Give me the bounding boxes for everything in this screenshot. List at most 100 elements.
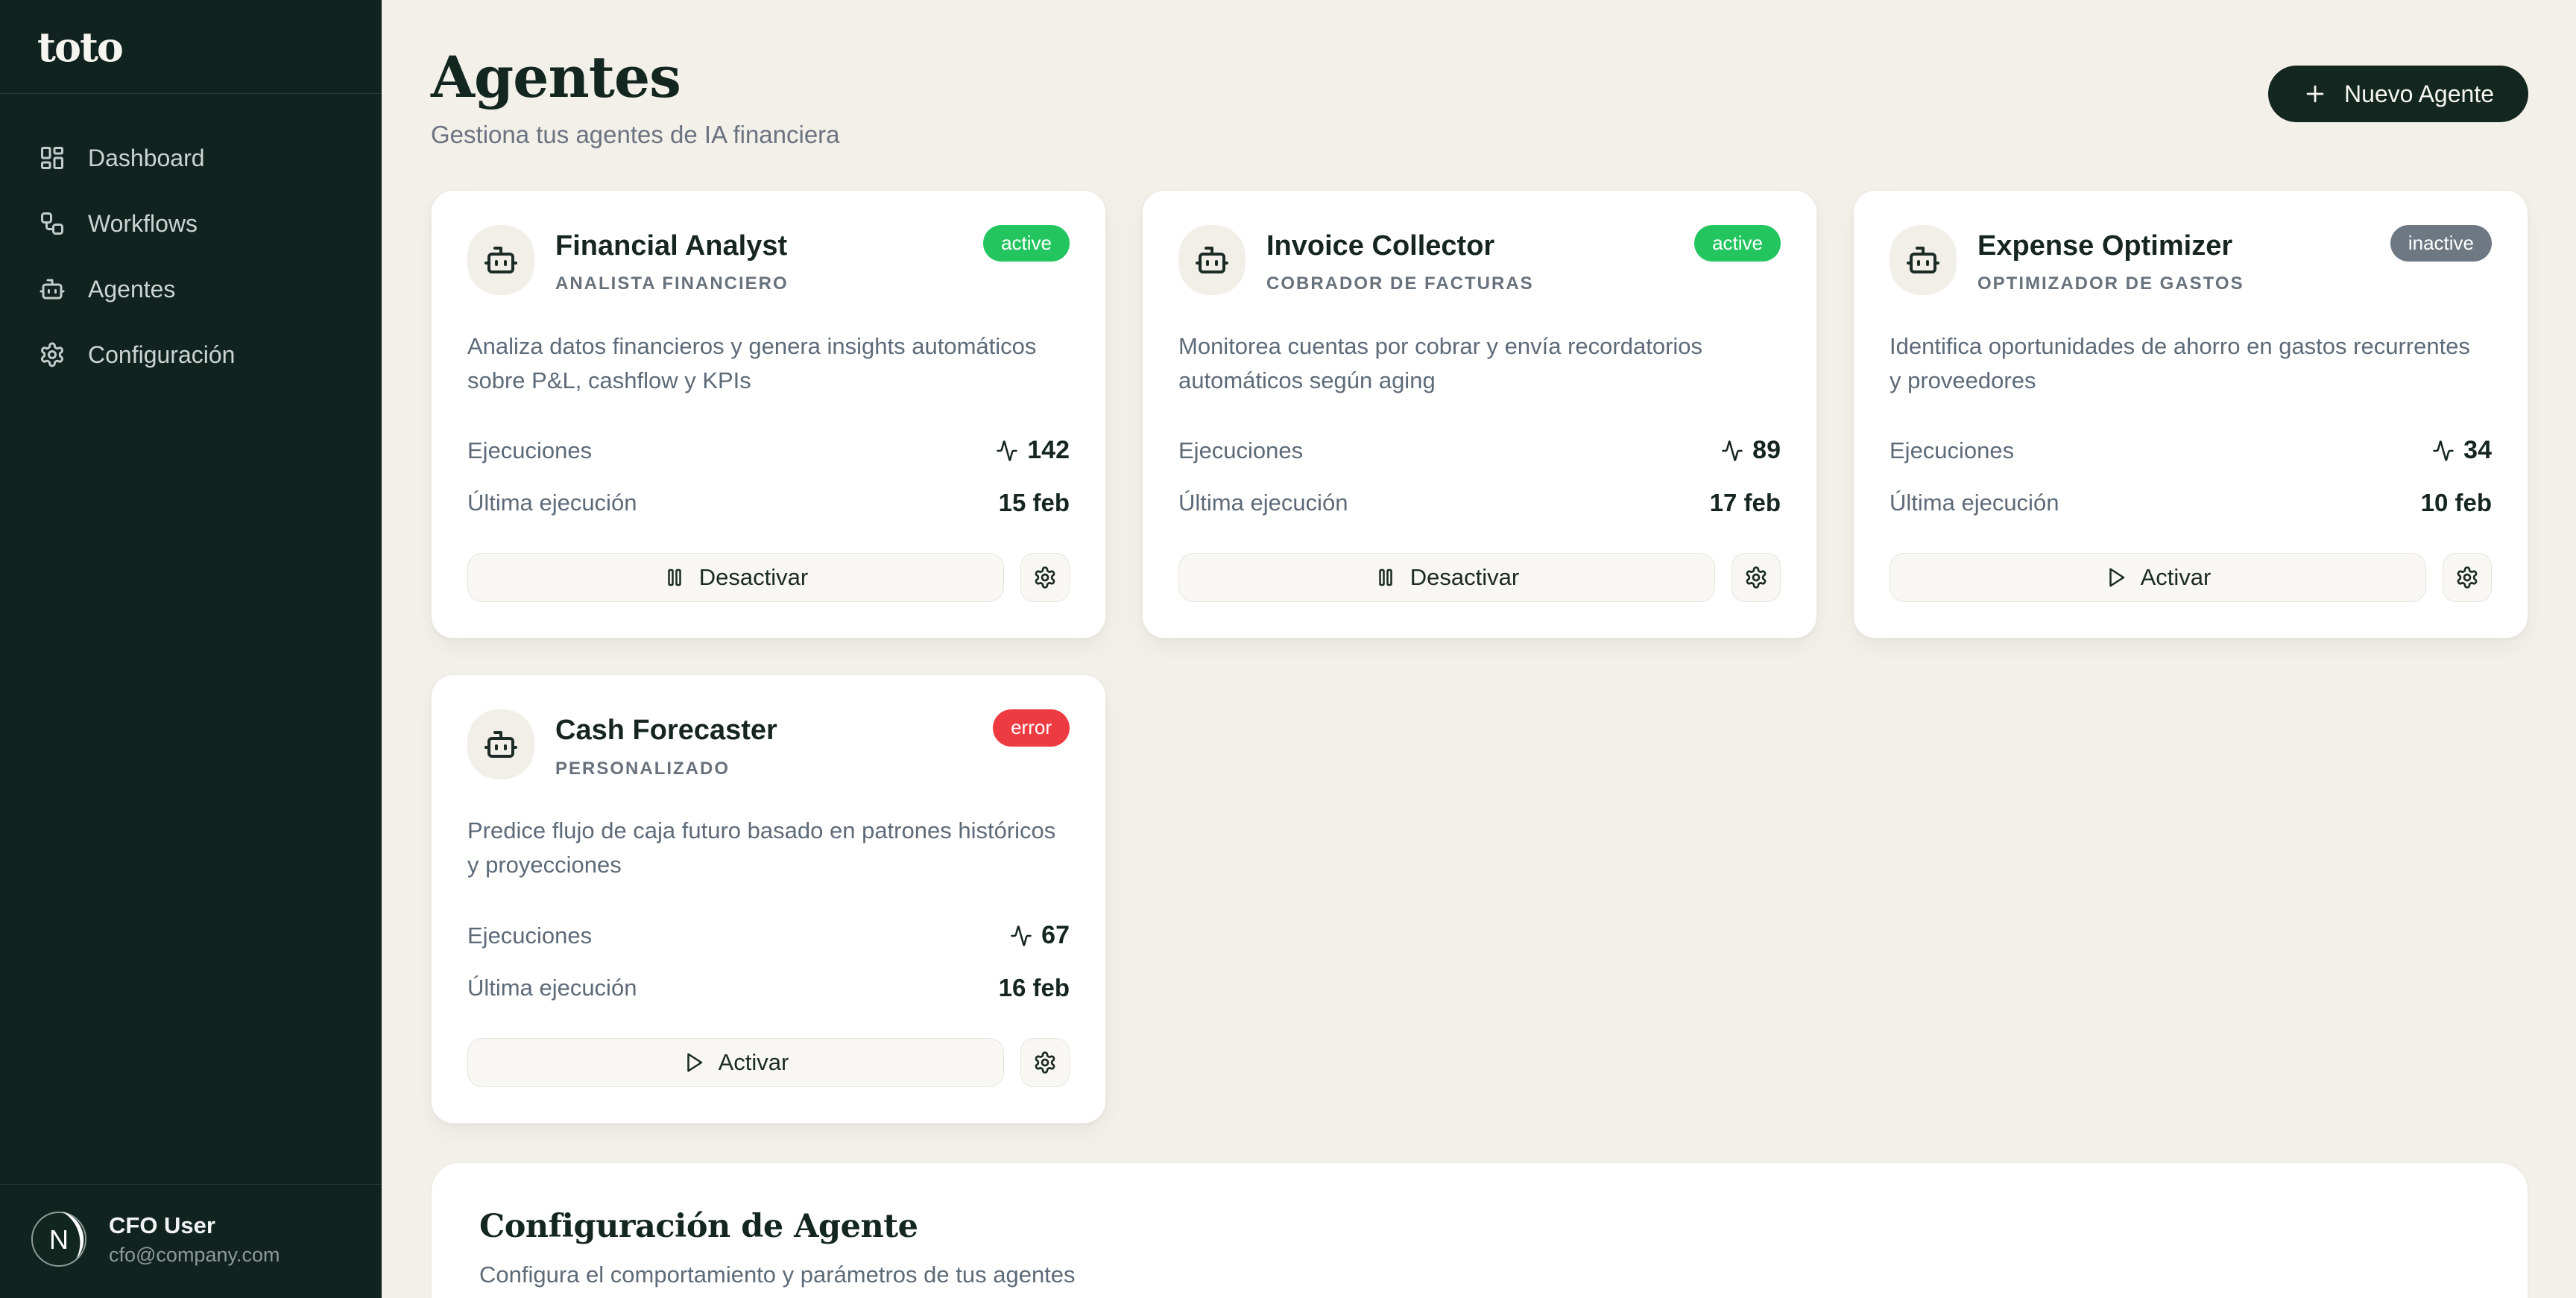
- gear-icon: [39, 341, 66, 368]
- agent-stats: Ejecuciones 89 Última ejecución 17 feb: [1178, 436, 1781, 517]
- plus-icon: [2302, 81, 2328, 107]
- executions-label: Ejecuciones: [467, 922, 593, 949]
- toggle-agent-button-label: Activar: [2140, 564, 2212, 591]
- last-execution-value: 15 feb: [998, 489, 1070, 517]
- agent-card-cash-forecaster: Cash Forecaster PERSONALIZADO error Pred…: [431, 674, 1106, 1124]
- workflow-icon: [39, 210, 66, 237]
- gear-icon: [1033, 1051, 1057, 1074]
- activity-icon: [1010, 925, 1032, 947]
- agent-description: Predice flujo de caja futuro basado en p…: [467, 817, 1056, 878]
- last-execution-label: Última ejecución: [1178, 490, 1348, 516]
- sidebar-nav: Dashboard Workflows Agentes Configuració…: [0, 94, 382, 387]
- agent-description: Analiza datos financieros y genera insig…: [467, 332, 1037, 393]
- logo: toto: [0, 0, 382, 94]
- page-title: Agentes: [431, 44, 681, 110]
- sidebar-item-configuracion[interactable]: Configuración: [19, 322, 362, 387]
- avatar: N: [30, 1210, 88, 1268]
- user-email: cfo@company.com: [109, 1244, 280, 1267]
- executions-label: Ejecuciones: [1890, 437, 2015, 463]
- toggle-agent-button-label: Desactivar: [698, 564, 809, 591]
- sidebar-item-label: Agentes: [88, 275, 176, 303]
- bot-icon: [467, 224, 534, 295]
- toggle-agent-button-label: Activar: [718, 1049, 789, 1076]
- last-execution-label: Última ejecución: [1890, 490, 2059, 516]
- executions-value: 142: [1027, 436, 1070, 465]
- sidebar-item-agentes[interactable]: Agentes: [19, 256, 362, 322]
- agent-name: Invoice Collector: [1266, 229, 1495, 262]
- layout-dashboard-icon: [39, 145, 66, 171]
- toggle-agent-button-label: Desactivar: [1409, 564, 1520, 591]
- play-icon: [683, 1051, 705, 1074]
- agent-settings-button[interactable]: [1020, 1038, 1070, 1088]
- last-execution-value: 16 feb: [998, 974, 1070, 1002]
- main-content: Agentes Gestiona tus agentes de IA finan…: [382, 0, 2576, 1298]
- agent-type: COBRADOR DE FACTURAS: [1266, 273, 1534, 294]
- status-badge: active: [983, 224, 1070, 262]
- executions-label: Ejecuciones: [1178, 437, 1304, 463]
- activity-icon: [2432, 440, 2455, 462]
- config-panel-subtitle: Configura el comportamiento y parámetros…: [479, 1261, 1076, 1288]
- agents-grid: Financial Analyst ANALISTA FINANCIERO ac…: [431, 189, 2528, 1124]
- gear-icon: [1744, 566, 1768, 589]
- executions-value: 34: [2463, 436, 2492, 465]
- bot-icon: [467, 709, 534, 780]
- user-profile[interactable]: N CFO User cfo@company.com: [0, 1184, 382, 1298]
- agent-stats: Ejecuciones 142 Última ejecución 15 feb: [467, 436, 1070, 517]
- last-execution-label: Última ejecución: [467, 490, 637, 516]
- last-execution-value: 10 feb: [2420, 489, 2492, 517]
- last-execution-label: Última ejecución: [467, 975, 637, 1001]
- user-name: CFO User: [109, 1212, 215, 1238]
- agent-type: ANALISTA FINANCIERO: [555, 273, 789, 294]
- new-agent-button-label: Nuevo Agente: [2343, 80, 2494, 107]
- brand-logo-text: toto: [37, 22, 124, 71]
- agent-description: Monitorea cuentas por cobrar y envía rec…: [1178, 332, 1703, 393]
- agent-settings-button[interactable]: [1731, 553, 1781, 603]
- executions-value: 89: [1752, 436, 1781, 465]
- gear-icon: [1033, 566, 1057, 589]
- agent-stats: Ejecuciones 34 Última ejecución 10 feb: [1890, 436, 2492, 517]
- executions-label: Ejecuciones: [467, 437, 593, 463]
- status-badge: error: [993, 709, 1070, 747]
- toggle-agent-button[interactable]: Desactivar: [1178, 553, 1715, 603]
- activity-icon: [996, 440, 1018, 462]
- sidebar-item-label: Configuración: [88, 341, 236, 368]
- status-badge: inactive: [2390, 224, 2492, 262]
- agent-card-financial-analyst: Financial Analyst ANALISTA FINANCIERO ac…: [431, 189, 1106, 639]
- agent-type: OPTIMIZADOR DE GASTOS: [1977, 273, 2244, 294]
- sidebar-item-workflows[interactable]: Workflows: [19, 191, 362, 256]
- bot-icon: [1890, 224, 1957, 295]
- toggle-agent-button[interactable]: Activar: [1890, 553, 2426, 603]
- agent-card-invoice-collector: Invoice Collector COBRADOR DE FACTURAS a…: [1142, 189, 1817, 639]
- agent-type: PERSONALIZADO: [555, 759, 730, 779]
- sidebar-item-dashboard[interactable]: Dashboard: [19, 125, 362, 191]
- pause-icon: [663, 566, 686, 589]
- agent-settings-button[interactable]: [2443, 553, 2492, 603]
- bot-icon: [1178, 224, 1246, 295]
- pause-icon: [1374, 566, 1397, 589]
- sidebar: toto Dashboard Workflows Agentes Configu…: [0, 0, 382, 1298]
- page-header: Agentes Gestiona tus agentes de IA finan…: [431, 48, 2528, 151]
- sidebar-item-label: Workflows: [88, 209, 198, 237]
- agent-settings-button[interactable]: [1020, 553, 1070, 603]
- activity-icon: [1721, 440, 1743, 462]
- agent-stats: Ejecuciones 67 Última ejecución 16 feb: [467, 921, 1070, 1002]
- agent-name: Financial Analyst: [555, 229, 788, 262]
- config-panel-title: Configuración de Agente: [479, 1208, 918, 1246]
- toggle-agent-button[interactable]: Activar: [467, 1038, 1004, 1088]
- bot-icon: [39, 276, 66, 303]
- status-badge: active: [1694, 224, 1781, 262]
- play-icon: [2105, 566, 2127, 589]
- agent-description: Identifica oportunidades de ahorro en ga…: [1890, 332, 2470, 393]
- page-subtitle: Gestiona tus agentes de IA financiera: [431, 120, 840, 148]
- gear-icon: [2455, 566, 2479, 589]
- agent-config-panel: Configuración de Agente Configura el com…: [431, 1162, 2528, 1298]
- sidebar-item-label: Dashboard: [88, 144, 205, 171]
- executions-value: 67: [1041, 921, 1070, 950]
- agent-card-expense-optimizer: Expense Optimizer OPTIMIZADOR DE GASTOS …: [1853, 189, 2528, 639]
- agent-name: Expense Optimizer: [1977, 229, 2233, 262]
- toggle-agent-button[interactable]: Desactivar: [467, 553, 1004, 603]
- svg-text:N: N: [49, 1224, 69, 1255]
- last-execution-value: 17 feb: [1709, 489, 1781, 517]
- agent-name: Cash Forecaster: [555, 715, 777, 747]
- new-agent-button[interactable]: Nuevo Agente: [2267, 66, 2528, 122]
